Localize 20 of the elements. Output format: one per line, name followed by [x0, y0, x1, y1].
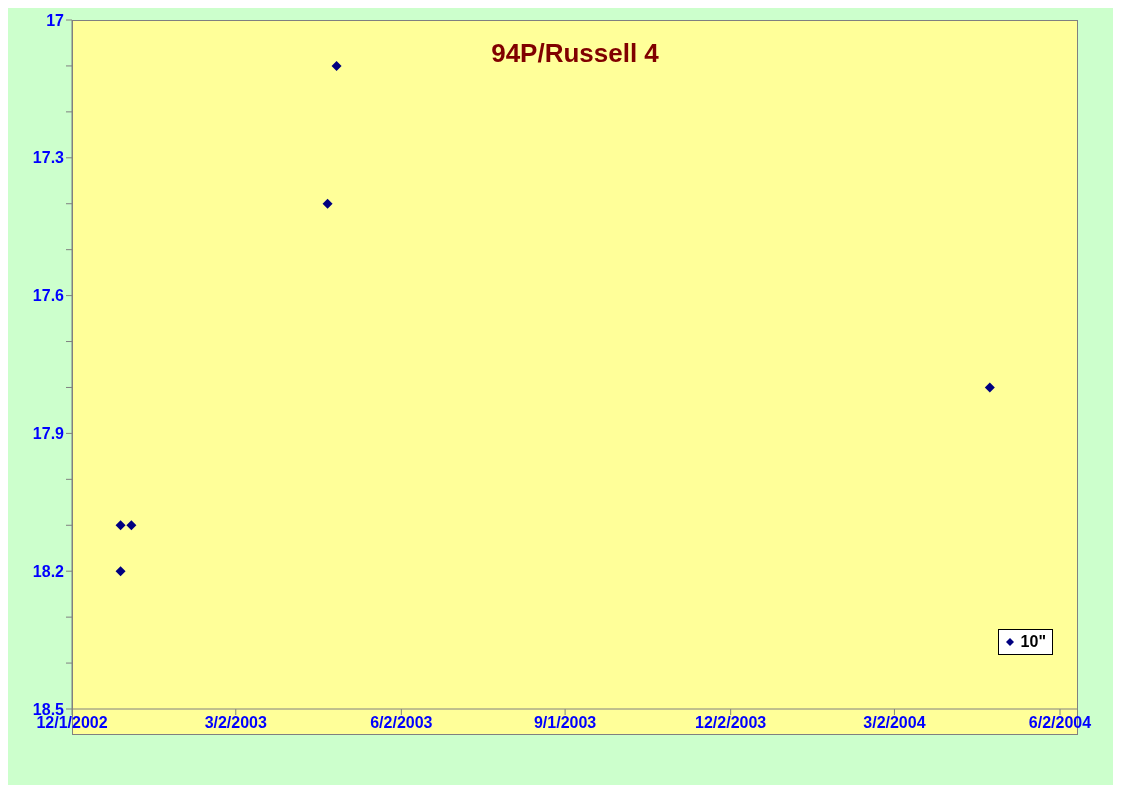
- x-tick-label: 6/2/2003: [370, 714, 433, 732]
- x-tick-label: 12/2/2003: [695, 714, 767, 732]
- text: 94P/Russell 4: [490, 38, 660, 69]
- point: [984, 382, 995, 393]
- x-tick-label: 3/2/2004: [863, 714, 926, 732]
- y-tick-label: 18.2: [32, 562, 65, 580]
- point: [322, 198, 333, 209]
- point: [126, 520, 137, 531]
- y-tick-label: 17: [46, 11, 65, 29]
- legend-label: 10": [1020, 633, 1046, 651]
- x-tick-label: 6/2/2004: [1028, 714, 1092, 732]
- x-tick-label: 9/1/2003: [533, 714, 597, 732]
- x-tick-label: 3/2/2003: [204, 714, 268, 732]
- y-tick-label: 17.3: [32, 149, 65, 167]
- x-tick-label: 12/1/2002: [36, 714, 108, 732]
- y-tick-label: 17.9: [32, 425, 65, 443]
- point: [331, 60, 342, 71]
- point: [115, 566, 126, 577]
- point: [115, 520, 126, 531]
- y-tick-label: 17.6: [32, 287, 65, 305]
